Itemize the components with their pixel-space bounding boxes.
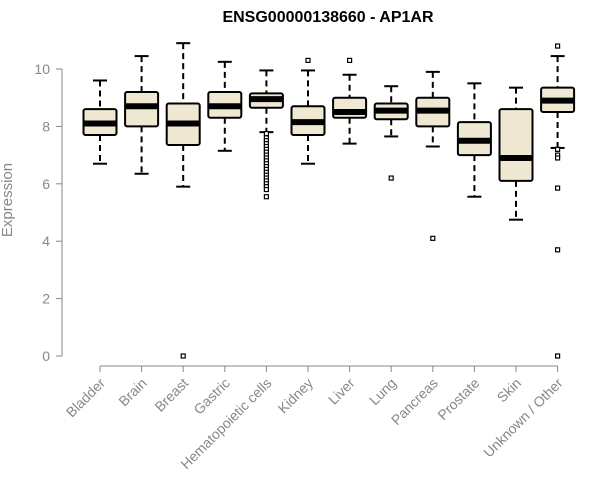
x-tick-label: Liver	[325, 375, 358, 408]
box-group	[373, 85, 409, 181]
outlier-point	[388, 175, 394, 181]
outlier-point	[263, 194, 269, 200]
outlier-point	[554, 43, 561, 49]
outlier-point	[430, 235, 436, 241]
x-tick-label: Kidney	[275, 375, 317, 417]
x-tick-label: Skin	[494, 375, 525, 406]
x-tick-label: Breast	[151, 375, 191, 415]
box-group	[290, 57, 326, 165]
y-tick-label: 8	[42, 118, 50, 134]
outlier-point	[263, 130, 269, 137]
outlier-point	[554, 247, 561, 253]
box-iqr	[498, 108, 534, 182]
outlier-point	[554, 155, 561, 161]
box-group	[82, 79, 118, 165]
outlier-point	[554, 185, 561, 191]
outlier-point	[263, 186, 269, 193]
box-group	[498, 86, 534, 221]
box-group	[165, 42, 201, 359]
box-group	[540, 43, 576, 359]
x-tick-label: Prostate	[434, 375, 482, 423]
y-axis-label: Expression	[0, 163, 16, 237]
outlier-point	[554, 146, 561, 152]
x-tick-label: Brain	[115, 375, 149, 409]
x-tick-label: Lung	[366, 375, 399, 408]
y-tick-label: 10	[34, 61, 50, 77]
outlier-point	[305, 57, 311, 63]
box-group	[456, 82, 492, 198]
y-tick-label: 2	[42, 291, 50, 307]
outlier-point	[180, 353, 186, 359]
box-group	[415, 70, 451, 241]
x-tick-label: Bladder	[63, 375, 109, 421]
y-tick-label: 6	[42, 176, 50, 192]
outlier-point	[554, 353, 561, 359]
box-group	[207, 60, 243, 152]
y-tick-label: 4	[42, 233, 50, 249]
chart-title: ENSG00000138660 - AP1AR	[222, 9, 434, 26]
box-group	[124, 55, 160, 175]
boxes	[82, 42, 576, 359]
x-tick-label: Unknown / Other	[480, 375, 566, 461]
outlier-point	[347, 57, 353, 63]
y-tick-label: 0	[42, 348, 50, 364]
box-group	[248, 69, 284, 200]
box-group	[332, 57, 368, 145]
